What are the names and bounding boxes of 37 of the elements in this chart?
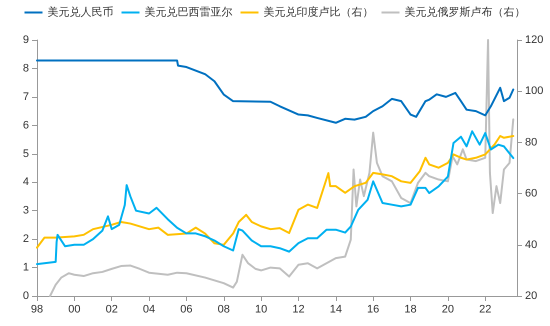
x-tick-label: 20 xyxy=(442,304,454,316)
x-tick-label: 22 xyxy=(479,304,492,316)
legend-label: 美元兑巴西雷亚尔 xyxy=(144,6,232,18)
x-tick-label: 00 xyxy=(68,304,80,316)
x-tick-label: 04 xyxy=(142,304,156,316)
y-tick-label: 0 xyxy=(22,290,29,302)
y2-tick-label: 20 xyxy=(525,290,538,302)
line-series xyxy=(36,59,514,124)
line-series xyxy=(36,130,514,266)
y-tick-label: 7 xyxy=(22,90,29,103)
x-tick-label: 06 xyxy=(180,304,193,316)
y2-tick-label: 60 xyxy=(525,188,538,200)
x-tick-label: 10 xyxy=(255,304,268,316)
line-series xyxy=(49,39,514,297)
x-tick-label: 18 xyxy=(404,304,417,316)
y-tick-label: 8 xyxy=(22,62,29,74)
y2-tick-label: 80 xyxy=(525,136,538,148)
x-tick-label: 12 xyxy=(292,304,305,316)
y-tick-label: 9 xyxy=(22,34,29,46)
x-tick-label: 98 xyxy=(30,304,44,316)
y-tick-label: 2 xyxy=(22,233,29,246)
x-tick-label: 02 xyxy=(106,304,118,316)
y2-tick-label: 40 xyxy=(525,238,538,251)
x-tick-label: 08 xyxy=(218,304,230,316)
y2-tick-label: 100 xyxy=(525,85,544,98)
y2-tick-label: 120 xyxy=(525,34,544,46)
y-tick-label: 6 xyxy=(22,119,29,132)
line-series xyxy=(36,135,514,249)
x-tick-label: 16 xyxy=(367,304,380,316)
legend-label: 美元兑人民币 xyxy=(48,6,114,18)
x-tick-label: 14 xyxy=(330,304,342,316)
legend-label: 美元兑俄罗斯卢布（右） xyxy=(404,6,526,18)
y-tick-label: 1 xyxy=(22,262,29,274)
legend-label: 美元兑印度卢比（右） xyxy=(264,6,374,18)
y-tick-label: 5 xyxy=(22,148,29,160)
y-tick-label: 4 xyxy=(22,176,29,188)
y-tick-label: 3 xyxy=(22,204,29,217)
